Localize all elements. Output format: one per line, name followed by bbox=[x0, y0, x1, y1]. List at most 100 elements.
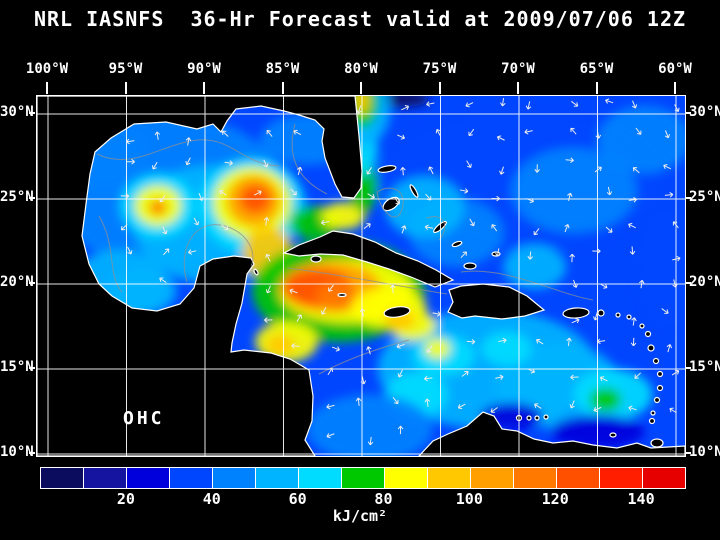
current-vector-arrow bbox=[468, 128, 475, 137]
chart-title: NRL IASNFS 36-Hr Forecast valid at 2009/… bbox=[33, 7, 687, 31]
colorbar-cell bbox=[127, 468, 170, 488]
lat-tick-label-left: 15°N bbox=[0, 359, 34, 375]
current-vector-arrow bbox=[291, 343, 300, 349]
lat-tick-mark-right bbox=[685, 282, 691, 284]
current-vector-arrow bbox=[293, 129, 302, 136]
lat-tick-label-left: 30°N bbox=[0, 104, 34, 120]
lon-tick-label: 75°W bbox=[422, 61, 457, 77]
lon-tick-label: 65°W bbox=[579, 61, 614, 77]
current-vector-arrow bbox=[666, 344, 673, 353]
current-vector-arrow bbox=[672, 221, 679, 229]
current-vector-arrow bbox=[594, 166, 602, 173]
current-vector-arrow bbox=[593, 406, 602, 413]
current-vector-arrow bbox=[326, 433, 335, 439]
current-vector-arrow bbox=[567, 192, 573, 202]
current-vector-arrow bbox=[355, 397, 362, 406]
current-vector-arrow bbox=[669, 407, 677, 414]
lat-tick-label-right: 30°N bbox=[689, 104, 720, 120]
current-vector-arrow bbox=[320, 307, 327, 315]
lat-tick-mark-right bbox=[685, 112, 691, 114]
colorbar-cell bbox=[471, 468, 514, 488]
lon-tick-mark bbox=[674, 82, 676, 94]
current-vector-arrow bbox=[495, 248, 501, 257]
current-vector-arrow bbox=[360, 376, 367, 385]
current-vector-arrow bbox=[524, 129, 533, 135]
lat-tick-label-right: 10°N bbox=[689, 444, 720, 460]
lat-tick-mark-left bbox=[29, 367, 35, 369]
current-vector-arrow bbox=[188, 249, 197, 255]
current-vector-arrow bbox=[599, 283, 608, 289]
current-vector-arrow bbox=[628, 222, 636, 229]
colorbar-tick-label: 140 bbox=[627, 490, 655, 508]
current-vector-arrow bbox=[457, 403, 466, 410]
current-vector-arrow bbox=[672, 255, 681, 262]
current-vector-arrow bbox=[363, 223, 371, 230]
lat-tick-label-right: 20°N bbox=[689, 274, 720, 290]
current-vector-arrow bbox=[527, 251, 533, 260]
ohc-heatmap bbox=[37, 96, 685, 456]
lon-tick-mark bbox=[360, 82, 362, 94]
current-vector-arrow bbox=[526, 197, 535, 204]
lon-tick-label: 90°W bbox=[187, 61, 221, 77]
current-vector-arrow bbox=[366, 346, 372, 355]
lon-tick-mark bbox=[124, 82, 127, 94]
current-vector-arrow bbox=[424, 398, 431, 407]
current-vector-arrow bbox=[263, 159, 269, 168]
ohc-variable-label: OHC bbox=[123, 408, 165, 429]
colorbar-cell bbox=[514, 468, 557, 488]
lat-tick-label-right: 25°N bbox=[689, 189, 720, 205]
current-vector-arrow bbox=[606, 186, 613, 196]
lon-tick-mark bbox=[517, 82, 519, 94]
current-vector-arrow bbox=[401, 225, 407, 234]
current-vector-arrow bbox=[672, 279, 678, 288]
current-vector-arrow bbox=[572, 279, 578, 288]
colorbar-cell bbox=[213, 468, 256, 488]
colorbar-cell bbox=[342, 468, 385, 488]
colorbar-cell bbox=[643, 468, 685, 488]
current-vector-arrow bbox=[221, 224, 229, 231]
current-vector-arrow bbox=[326, 403, 335, 410]
current-vector-arrow bbox=[127, 246, 133, 255]
current-vector-arrow bbox=[296, 166, 303, 175]
current-vector-arrow bbox=[605, 226, 613, 233]
lon-tick-mark bbox=[203, 82, 205, 94]
current-vector-arrow bbox=[628, 405, 637, 411]
current-vector-arrow bbox=[432, 311, 441, 317]
current-vector-arrow bbox=[599, 376, 608, 382]
current-vector-arrow bbox=[401, 105, 410, 111]
current-vector-arrow bbox=[125, 138, 135, 145]
current-vector-arrow bbox=[498, 337, 507, 344]
current-vector-arrow bbox=[629, 246, 636, 255]
colorbar-tick-label: 60 bbox=[288, 490, 307, 508]
current-vector-arrow bbox=[635, 127, 642, 135]
current-vector-arrow bbox=[367, 436, 374, 446]
lat-tick-label-left: 20°N bbox=[0, 274, 34, 290]
current-vector-arrow bbox=[162, 226, 168, 235]
lat-tick-mark-left bbox=[29, 112, 35, 114]
current-vector-arrow bbox=[500, 97, 506, 107]
colorbar-cell bbox=[557, 468, 600, 488]
lon-tick-label: 70°W bbox=[501, 61, 535, 77]
land-masses-coastlines bbox=[37, 96, 685, 456]
current-vector-arrow bbox=[152, 161, 158, 170]
lon-tick-mark bbox=[281, 82, 284, 94]
colorbar-cell bbox=[428, 468, 471, 488]
current-vector-arrow bbox=[219, 189, 227, 196]
current-vector-arrow bbox=[193, 217, 200, 226]
current-vector-arrow bbox=[491, 224, 498, 232]
current-vector-arrow bbox=[490, 407, 498, 413]
current-vector-arrow bbox=[605, 98, 614, 104]
lat-tick-mark-left bbox=[29, 282, 35, 284]
current-vector-arrow bbox=[499, 166, 505, 175]
current-vector-arrow bbox=[570, 374, 579, 381]
current-vector-arrow bbox=[397, 134, 405, 140]
current-vector-arrow bbox=[564, 224, 570, 233]
current-vector-arrow bbox=[266, 129, 273, 137]
current-vector-arrow bbox=[331, 346, 340, 352]
current-vector-arrow bbox=[661, 308, 669, 314]
current-vector-arrow bbox=[400, 166, 406, 176]
current-vector-arrow bbox=[163, 248, 170, 256]
current-vector-arrow bbox=[426, 345, 433, 353]
current-vector-arrow bbox=[159, 277, 167, 284]
